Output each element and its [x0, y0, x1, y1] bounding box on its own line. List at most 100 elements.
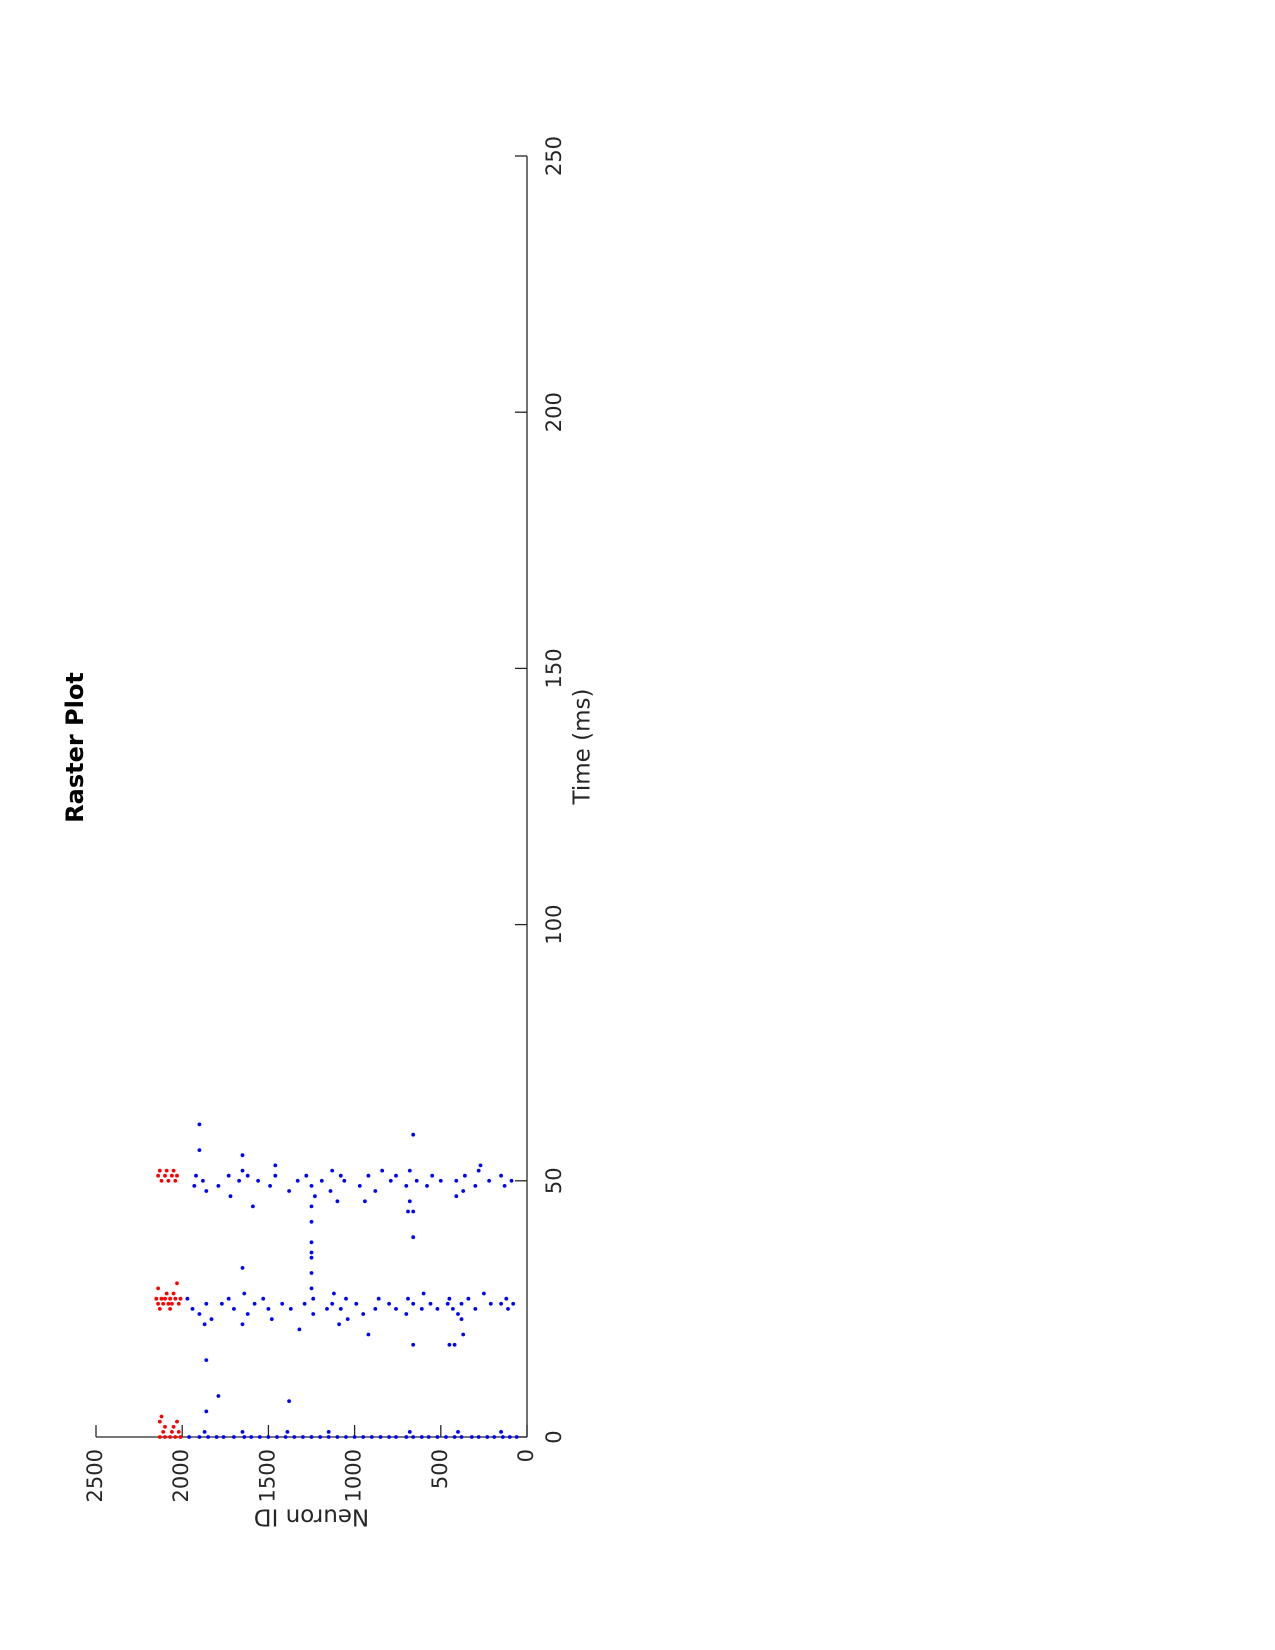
spike-marker — [507, 1435, 512, 1439]
spike-marker — [257, 1435, 262, 1439]
y-tick-label: 2500 — [83, 1449, 107, 1502]
spike-marker — [157, 1168, 162, 1173]
spike-marker — [242, 1291, 247, 1296]
spike-marker — [499, 1173, 503, 1178]
spike-marker — [197, 1122, 202, 1127]
spike-marker — [514, 1435, 519, 1439]
spike-marker — [378, 1435, 383, 1439]
spike-marker — [404, 1435, 409, 1439]
spike-marker — [175, 1173, 179, 1178]
spike-marker — [309, 1435, 314, 1439]
spike-marker — [297, 1327, 302, 1332]
spike-marker — [240, 1266, 245, 1270]
y-tick-label: 0 — [514, 1449, 538, 1462]
spike-marker — [404, 1312, 409, 1316]
spike-marker — [185, 1296, 190, 1301]
spike-marker — [459, 1435, 464, 1439]
spike-marker — [332, 1291, 336, 1296]
spike-marker — [344, 1296, 348, 1301]
spike-marker — [335, 1199, 340, 1204]
spike-marker — [445, 1301, 450, 1306]
spike-marker — [373, 1189, 378, 1193]
spike-marker — [168, 1435, 173, 1439]
spike-marker — [461, 1332, 466, 1337]
spike-marker — [509, 1178, 514, 1183]
spike-marker — [251, 1204, 255, 1209]
spike-marker — [407, 1430, 412, 1434]
spike-marker — [499, 1430, 503, 1434]
spike-marker — [326, 1435, 331, 1439]
spike-marker — [387, 1435, 391, 1439]
spike-marker — [502, 1184, 507, 1188]
spike-marker — [163, 1173, 167, 1178]
spike-marker — [204, 1189, 209, 1193]
x-axis-label: Time (ms) — [570, 689, 596, 806]
spike-marker — [451, 1307, 455, 1311]
spike-marker — [478, 1163, 483, 1168]
spike-marker — [380, 1168, 385, 1173]
y-tick-label: 500 — [428, 1449, 452, 1489]
spike-marker — [285, 1430, 290, 1434]
spike-marker — [159, 1296, 164, 1301]
spike-marker — [425, 1184, 429, 1188]
spike-marker — [411, 1132, 416, 1137]
spike-marker — [435, 1435, 440, 1439]
x-tick-label: 200 — [542, 392, 566, 432]
spike-marker — [170, 1301, 174, 1306]
spike-marker — [261, 1296, 266, 1301]
spike-marker — [473, 1307, 478, 1311]
spike-marker — [202, 1322, 207, 1327]
spike-marker — [444, 1435, 448, 1439]
spike-marker — [487, 1178, 491, 1183]
spike-marker — [252, 1301, 257, 1306]
spike-marker — [438, 1178, 443, 1183]
spike-marker — [197, 1312, 202, 1316]
spike-marker — [326, 1430, 331, 1434]
spike-marker — [366, 1173, 371, 1178]
x-tick-label: 250 — [542, 136, 566, 176]
spike-marker — [394, 1435, 398, 1439]
spike-marker — [204, 1409, 209, 1414]
spike-marker — [178, 1435, 183, 1439]
spike-marker — [175, 1419, 179, 1424]
spike-marker — [163, 1424, 167, 1429]
spike-marker — [373, 1307, 378, 1311]
spike-marker — [178, 1296, 183, 1301]
spike-marker — [280, 1301, 285, 1306]
spike-marker — [485, 1435, 490, 1439]
spike-marker — [492, 1435, 497, 1439]
spike-marker — [309, 1184, 314, 1188]
spike-marker — [311, 1312, 316, 1316]
spike-marker — [194, 1173, 198, 1178]
spike-marker — [369, 1435, 374, 1439]
spike-marker — [209, 1317, 214, 1321]
spike-marker — [394, 1307, 398, 1311]
spike-marker — [204, 1358, 209, 1362]
spike-marker — [232, 1307, 236, 1311]
spike-marker — [363, 1199, 367, 1204]
spike-marker — [330, 1168, 335, 1173]
spike-marker — [447, 1342, 452, 1347]
spike-marker — [161, 1430, 166, 1434]
spike-marker — [228, 1194, 233, 1199]
spike-marker — [406, 1209, 410, 1214]
spike-marker — [170, 1173, 174, 1178]
spike-marker — [157, 1307, 162, 1311]
spike-marker — [309, 1219, 314, 1224]
spike-marker — [488, 1301, 493, 1306]
spike-marker — [292, 1435, 297, 1439]
spike-marker — [266, 1435, 271, 1439]
spike-marker — [201, 1178, 205, 1183]
spike-marker — [164, 1291, 169, 1296]
spike-marker — [394, 1173, 398, 1178]
spike-marker — [154, 1296, 159, 1301]
spike-marker — [452, 1435, 457, 1439]
spike-marker — [411, 1342, 416, 1347]
spike-marker — [456, 1430, 460, 1434]
spike-marker — [476, 1168, 481, 1173]
spike-marker — [337, 1322, 341, 1327]
spike-marker — [269, 1317, 274, 1321]
spike-marker — [352, 1435, 357, 1439]
spike-marker — [338, 1307, 343, 1311]
